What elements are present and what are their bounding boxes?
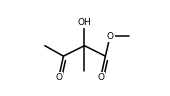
- Text: O: O: [55, 73, 62, 82]
- Text: O: O: [97, 73, 104, 82]
- Text: O: O: [107, 32, 114, 41]
- Text: OH: OH: [78, 18, 91, 27]
